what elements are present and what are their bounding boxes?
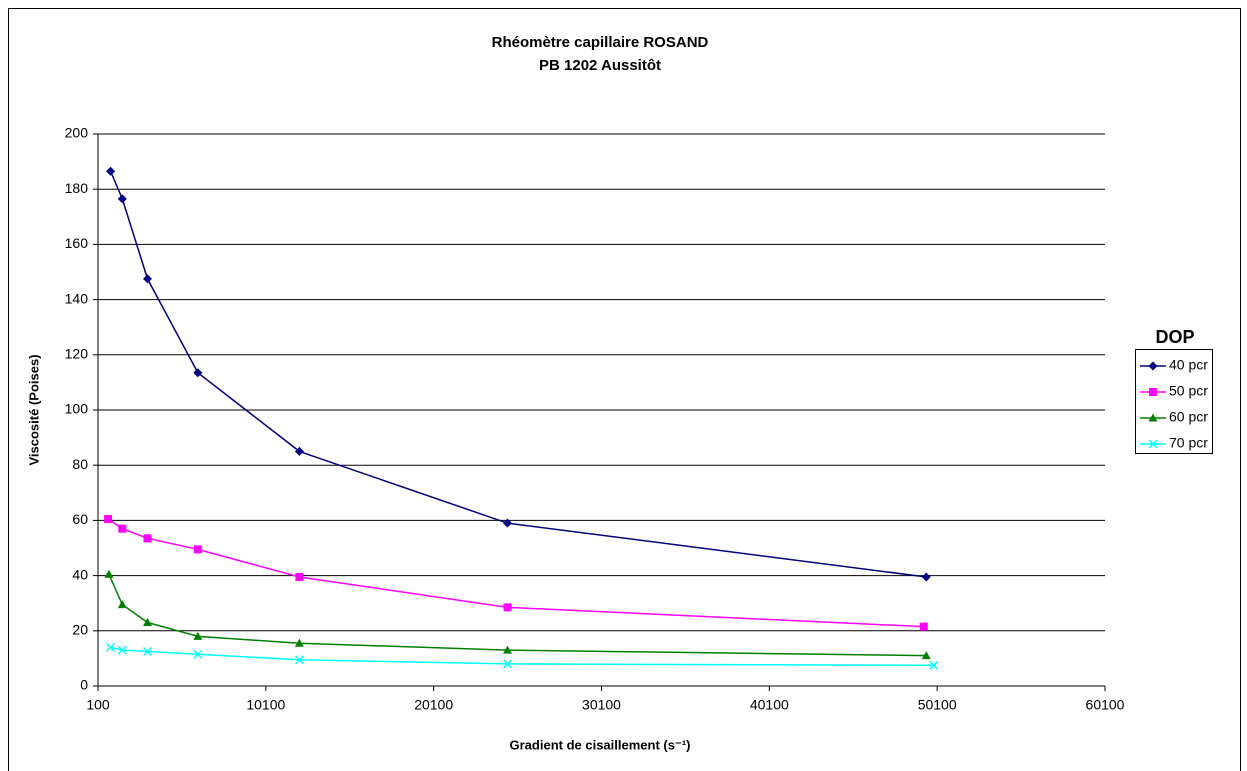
y-tick-label: 20 — [72, 622, 88, 638]
marker — [503, 603, 512, 612]
series-line — [108, 573, 927, 657]
x-tick-label: 60100 — [1086, 697, 1125, 713]
marker — [1149, 388, 1157, 396]
legend-box — [1135, 349, 1213, 454]
marker — [1148, 439, 1158, 449]
marker — [921, 651, 931, 660]
marker — [294, 638, 304, 647]
y-tick-label: 200 — [65, 125, 89, 141]
y-tick-label: 80 — [72, 456, 88, 472]
legend-title: DOP — [1155, 327, 1194, 347]
marker — [106, 166, 116, 176]
x-tick-label: 100 — [86, 697, 110, 713]
marker — [117, 194, 127, 204]
marker — [193, 631, 203, 640]
x-tick-label: 30100 — [582, 697, 621, 713]
legend-label: 50 pcr — [1169, 383, 1208, 399]
legend-label: 70 pcr — [1169, 435, 1208, 451]
y-tick-label: 140 — [65, 290, 89, 306]
marker — [117, 600, 127, 609]
y-tick-label: 100 — [65, 401, 89, 417]
y-tick-label: 120 — [65, 346, 89, 362]
marker — [117, 645, 127, 655]
marker — [294, 446, 304, 456]
marker — [503, 645, 513, 654]
marker — [921, 572, 931, 582]
x-tick-label: 40100 — [750, 697, 789, 713]
chart-title: Rhéomètre capillaire ROSAND — [492, 34, 709, 51]
marker — [104, 569, 114, 578]
marker — [919, 622, 928, 631]
marker — [193, 368, 203, 378]
y-tick-label: 40 — [72, 566, 88, 582]
marker — [143, 274, 153, 284]
marker — [143, 534, 152, 543]
x-axis-label: Gradient de cisaillement (s⁻¹) — [510, 737, 691, 752]
marker — [294, 655, 304, 665]
marker — [142, 646, 153, 657]
y-axis-label: Viscosité (Poises) — [26, 354, 41, 465]
chart-frame — [8, 8, 1241, 771]
series-line — [109, 170, 927, 578]
y-tick-label: 0 — [80, 677, 88, 693]
chart-subtitle: PB 1202 Aussitôt — [539, 57, 661, 74]
x-tick-label: 20100 — [414, 697, 453, 713]
marker — [295, 572, 304, 581]
series-line — [107, 518, 924, 628]
marker — [106, 642, 116, 652]
legend-label: 40 pcr — [1169, 357, 1208, 373]
y-tick-label: 160 — [65, 235, 89, 251]
marker — [143, 618, 153, 627]
marker — [929, 660, 939, 670]
x-tick-label: 10100 — [246, 697, 285, 713]
marker — [1148, 413, 1158, 422]
marker — [193, 545, 202, 554]
marker — [118, 524, 127, 533]
marker — [104, 515, 113, 524]
y-tick-label: 180 — [65, 180, 89, 196]
y-tick-label: 60 — [72, 511, 88, 527]
marker — [502, 659, 513, 669]
marker — [1148, 361, 1158, 371]
legend-label: 60 pcr — [1169, 409, 1208, 425]
marker — [193, 649, 203, 659]
marker — [503, 518, 513, 528]
x-tick-label: 50100 — [918, 697, 957, 713]
